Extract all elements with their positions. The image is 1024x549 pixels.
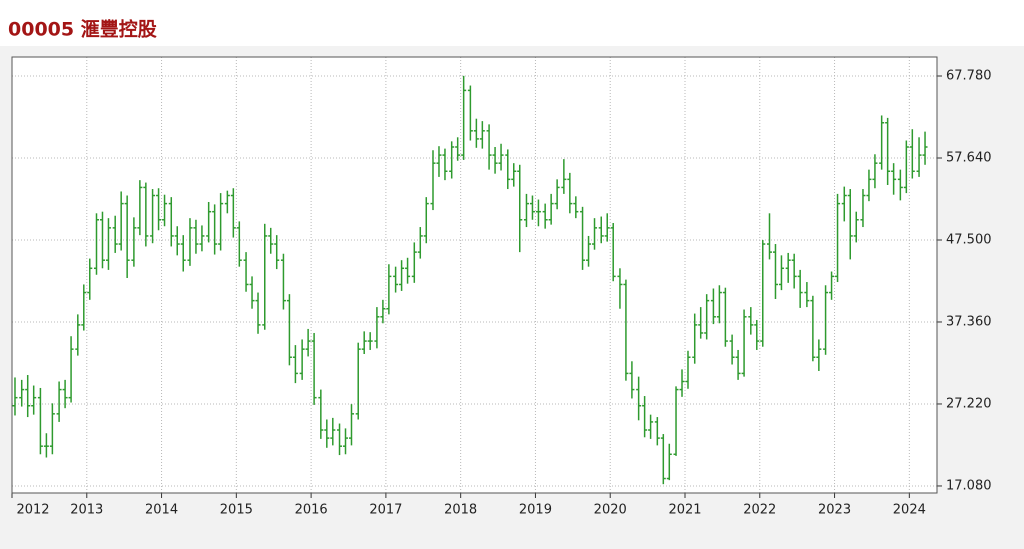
plot-area: [12, 57, 937, 493]
x-tick-label: 2013: [70, 503, 103, 518]
x-tick-label: 2019: [519, 503, 552, 518]
y-tick-label: 57.640: [946, 150, 992, 165]
x-tick-label: 2012: [16, 503, 49, 518]
x-tick-label: 2022: [743, 503, 776, 518]
x-tick-label: 2014: [145, 503, 178, 518]
x-tick-label: 2016: [295, 503, 328, 518]
x-tick-label: 2018: [444, 503, 477, 518]
y-tick-label: 17.080: [946, 478, 992, 493]
x-tick-label: 2021: [668, 503, 701, 518]
x-tick-label: 2020: [594, 503, 627, 518]
x-tick-label: 2017: [369, 503, 402, 518]
chart-title: 00005 滙豐控股: [8, 18, 157, 41]
plot-frame: [11, 56, 938, 494]
y-tick-label: 67.780: [946, 69, 992, 84]
x-tick-label: 2015: [220, 503, 253, 518]
y-tick-label: 47.500: [946, 232, 992, 247]
y-tick-label: 37.360: [946, 314, 992, 329]
x-tick-label: 2023: [818, 503, 851, 518]
x-tick-label: 2024: [893, 503, 926, 518]
y-tick-label: 27.220: [946, 396, 992, 411]
